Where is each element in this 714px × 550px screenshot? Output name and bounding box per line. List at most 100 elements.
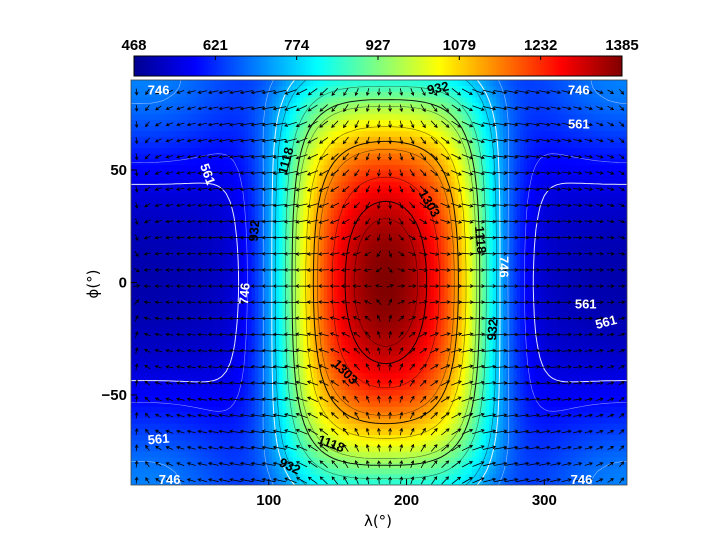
heat-cell <box>196 192 201 199</box>
heat-cell <box>337 198 342 205</box>
heat-cell <box>217 282 222 289</box>
heat-cell <box>351 198 356 205</box>
heat-cell <box>144 333 149 340</box>
heat-cell <box>296 282 301 289</box>
heat-cell <box>348 316 353 323</box>
heat-cell <box>179 271 184 278</box>
heat-cell <box>275 153 280 160</box>
heat-cell <box>144 451 149 458</box>
heat-cell <box>193 479 198 485</box>
heat-cell <box>193 237 198 244</box>
heatmap-field <box>131 80 627 485</box>
heat-cell <box>227 321 232 329</box>
heat-cell <box>134 423 139 430</box>
heat-cell <box>230 80 235 87</box>
heat-cell <box>210 108 215 115</box>
heat-cell <box>230 451 235 458</box>
heat-cell <box>186 119 191 126</box>
heat-cell <box>168 243 173 250</box>
heat-cell <box>172 108 177 115</box>
heat-cell <box>289 383 294 390</box>
heat-cell <box>148 198 153 205</box>
heat-cell <box>310 220 315 227</box>
heat-cell <box>241 293 246 300</box>
heat-cell <box>251 248 256 255</box>
heat-cell <box>344 406 349 413</box>
heat-cell <box>230 288 235 295</box>
heat-cell <box>220 181 225 188</box>
heat-cell <box>220 119 225 126</box>
heat-cell <box>144 288 149 295</box>
heat-cell <box>348 434 353 441</box>
heat-cell <box>224 108 229 115</box>
heat-cell <box>348 96 353 104</box>
heat-cell <box>186 473 191 480</box>
heat-cell <box>189 434 194 441</box>
heat-cell <box>227 389 232 396</box>
heat-cell <box>179 468 184 475</box>
heat-cell <box>334 305 339 312</box>
heat-cell <box>172 333 177 340</box>
heat-cell <box>206 141 211 149</box>
heat-cell <box>306 445 311 452</box>
heat-cell <box>213 265 218 272</box>
heat-cell <box>296 406 301 413</box>
heat-cell <box>268 147 273 154</box>
heat-cell <box>265 372 270 379</box>
heat-cell <box>337 80 342 87</box>
heat-cell <box>182 164 187 171</box>
heat-cell <box>299 440 304 447</box>
heat-cell <box>299 181 304 188</box>
heat-cell <box>237 400 242 407</box>
heat-cell <box>137 305 142 312</box>
heat-cell <box>165 85 170 92</box>
heat-cell <box>265 175 270 182</box>
heat-cell <box>241 310 246 317</box>
heat-cell <box>292 321 297 329</box>
heat-cell <box>131 158 136 165</box>
heat-cell <box>189 321 194 329</box>
heat-cell <box>299 119 304 126</box>
heat-cell <box>224 423 229 430</box>
heat-cell <box>317 130 322 137</box>
heat-cell <box>134 372 139 379</box>
heat-cell <box>144 141 149 149</box>
heat-cell <box>310 203 315 210</box>
heat-cell <box>158 456 163 464</box>
heat-cell <box>344 400 349 407</box>
heat-cell <box>358 102 363 109</box>
heat-cell <box>224 406 229 413</box>
heat-cell <box>155 366 160 374</box>
heat-cell <box>323 153 328 160</box>
heat-cell <box>227 231 232 239</box>
heat-cell <box>182 417 187 424</box>
heat-cell <box>268 271 273 278</box>
heat-cell <box>348 170 353 177</box>
heat-cell <box>261 355 266 362</box>
heat-cell <box>165 164 170 171</box>
heat-cell <box>224 113 229 120</box>
heat-cell <box>317 479 322 485</box>
heat-cell <box>251 417 256 424</box>
heat-cell <box>265 355 270 362</box>
heat-cell <box>168 282 173 289</box>
heat-cell <box>203 417 208 424</box>
heat-cell <box>182 192 187 199</box>
heat-cell <box>162 141 167 149</box>
heat-cell <box>131 231 136 239</box>
heat-cell <box>217 158 222 165</box>
heat-cell <box>137 85 142 92</box>
heat-cell <box>224 141 229 149</box>
heat-cell <box>193 321 198 329</box>
heat-cell <box>289 451 294 458</box>
heat-cell <box>265 231 270 239</box>
heat-cell <box>327 260 332 267</box>
heat-cell <box>237 175 242 182</box>
heat-cell <box>299 80 304 87</box>
heat-cell <box>327 220 332 227</box>
heat-cell <box>351 119 356 126</box>
heat-cell <box>148 96 153 104</box>
heat-cell <box>137 462 142 469</box>
heat-cell <box>244 282 249 289</box>
heat-cell <box>203 80 208 87</box>
